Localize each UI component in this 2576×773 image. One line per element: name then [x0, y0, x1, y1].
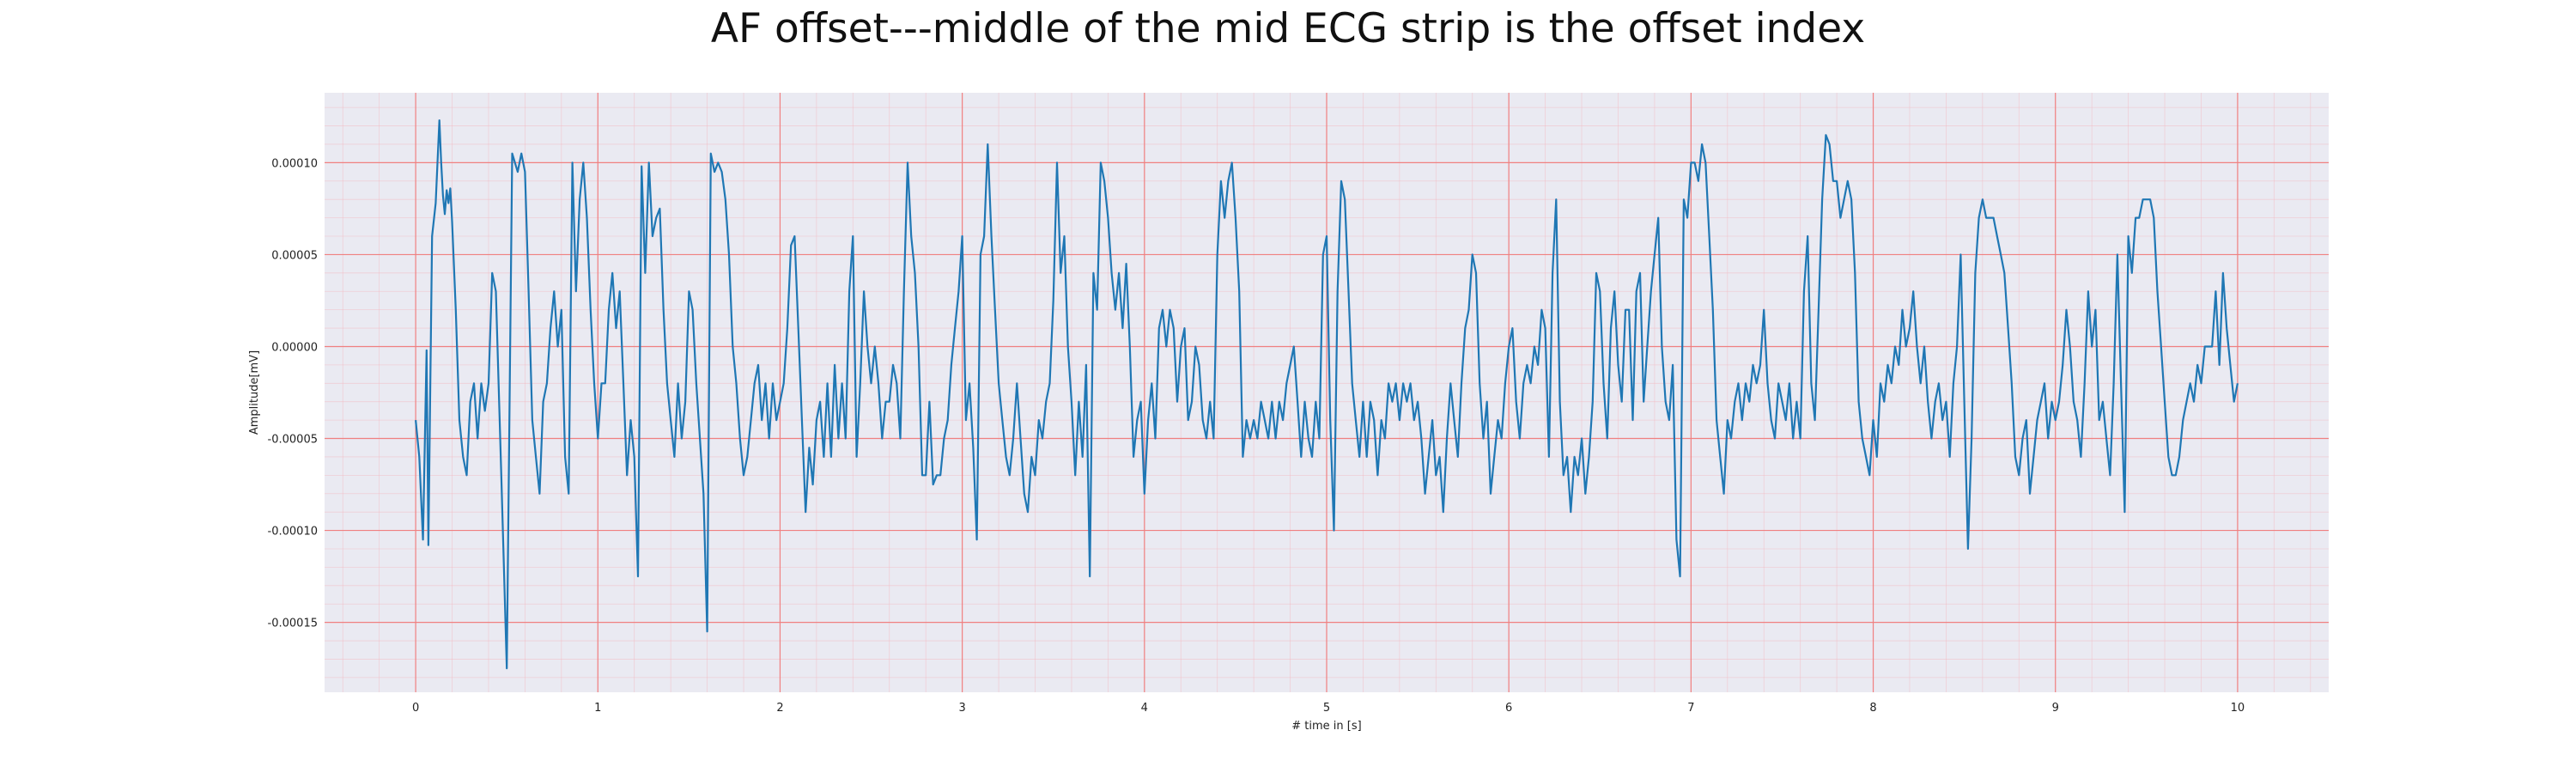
y-tick-label: -0.00010 [268, 526, 318, 539]
series-layer [415, 119, 2239, 670]
x-tick-label: 8 [1869, 702, 1876, 715]
x-tick-label: 6 [1505, 702, 1512, 715]
y-axis-label: Amplitude[mV] [248, 350, 261, 435]
y-tick-label: 0.00005 [271, 249, 318, 262]
series-line-ecg [415, 119, 2239, 670]
y-axis: 0.00010 0.00005 0.00000 -0.00005 -0.00010 -0.… [268, 157, 318, 630]
y-tick-label: -0.00005 [268, 434, 318, 447]
x-tick-label: 4 [1141, 702, 1148, 715]
x-axis: 0 1 2 3 4 5 6 7 8 9 10 [412, 702, 2245, 715]
x-tick-label: 10 [2231, 702, 2245, 715]
x-tick-label: 2 [776, 702, 783, 715]
x-axis-label: # time in [s] [1291, 720, 1361, 733]
chart-title: AF offset---middle of the mid ECG strip … [710, 5, 1866, 52]
y-tick-label: -0.00015 [268, 618, 318, 630]
major-grid [325, 93, 2329, 692]
x-tick-label: 3 [958, 702, 965, 715]
x-tick-label: 0 [412, 702, 419, 715]
x-tick-label: 7 [1687, 702, 1694, 715]
x-tick-label: 5 [1323, 702, 1330, 715]
x-tick-label: 9 [2052, 702, 2059, 715]
x-tick-label: 1 [594, 702, 601, 715]
y-tick-label: 0.00000 [271, 341, 318, 354]
y-tick-label: 0.00010 [271, 157, 318, 170]
